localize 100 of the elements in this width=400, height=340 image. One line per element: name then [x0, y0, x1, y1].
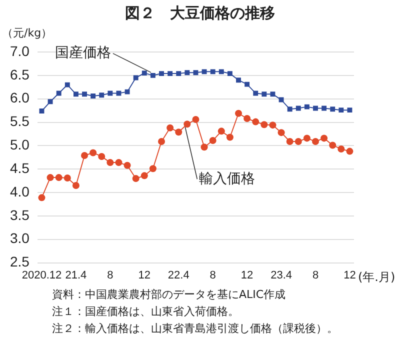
x-axis-title: (年.月): [358, 270, 396, 284]
point: [322, 106, 327, 111]
point: [90, 94, 96, 99]
x-tick-label: 8: [210, 269, 216, 282]
y-axis-title: （元/kg）: [2, 26, 52, 40]
point: [56, 90, 62, 96]
point: [346, 148, 354, 155]
y-tick-label: 3.5: [10, 206, 30, 223]
point: [227, 71, 232, 76]
point: [193, 70, 198, 76]
text: 資料：中国農業農村部のデータを基にALIC作成: [52, 287, 287, 303]
point: [55, 174, 62, 182]
point: [72, 182, 80, 190]
point: [303, 134, 310, 142]
point: [176, 71, 182, 76]
point: [106, 159, 114, 166]
point: [218, 128, 225, 135]
point: [226, 134, 234, 141]
y-tick-label: 5.0: [10, 136, 30, 153]
point: [73, 92, 78, 97]
x-tick-label: 22.4: [168, 269, 190, 282]
x-tick-label: 8: [107, 269, 114, 282]
point: [200, 144, 208, 151]
point: [168, 71, 173, 76]
point: [64, 82, 70, 88]
point: [99, 92, 104, 98]
x-tick-label: 2020.12: [22, 269, 62, 282]
point: [116, 90, 122, 96]
chart-title: 図２ 大豆価格の推移: [124, 4, 276, 23]
point: [262, 92, 267, 97]
point: [235, 110, 242, 117]
point: [244, 82, 250, 87]
x-tick-label: 23.4: [270, 269, 292, 282]
point: [210, 69, 216, 74]
point: [150, 72, 156, 78]
point: [108, 90, 113, 96]
y-tick-label: 4.0: [10, 183, 30, 200]
point: [166, 124, 174, 132]
point: [338, 108, 344, 113]
y-tick-label: 5.5: [10, 113, 30, 130]
point: [260, 121, 268, 128]
point: [218, 69, 224, 74]
point: [39, 108, 44, 114]
y-tick-label: 6.0: [10, 90, 30, 106]
point: [329, 142, 336, 149]
point: [115, 159, 122, 166]
point: [82, 92, 87, 97]
y-tick-label: 7.0: [10, 42, 30, 59]
point: [313, 106, 318, 111]
point: [312, 138, 319, 145]
point: [320, 134, 328, 142]
point: [286, 138, 294, 145]
y-tick-label: 2.5: [10, 254, 30, 270]
series-label: 国産価格: [54, 45, 111, 62]
point: [90, 149, 97, 156]
point: [149, 165, 156, 172]
point: [269, 122, 276, 129]
x-tick-label: 12: [240, 269, 254, 282]
text: 注１：国産価格は、山東省入荷価格。: [52, 304, 240, 320]
point: [270, 92, 276, 97]
point: [184, 70, 190, 76]
point: [132, 174, 140, 182]
point: [192, 116, 200, 123]
point: [124, 162, 131, 169]
point: [347, 108, 352, 113]
text: 注２：輸入価格は、山東省青島港引渡し価格（課税後）。: [52, 321, 338, 337]
point: [81, 152, 88, 160]
point: [296, 106, 301, 111]
point: [175, 128, 182, 136]
point: [236, 78, 241, 83]
point: [244, 115, 251, 122]
point: [202, 69, 207, 74]
point: [209, 137, 216, 144]
point: [338, 145, 345, 152]
point: [278, 129, 285, 136]
point: [38, 194, 46, 202]
y-tick-label: 3.0: [10, 230, 30, 246]
point: [294, 138, 302, 145]
series-label: 輸入価格: [199, 170, 256, 187]
point: [124, 89, 130, 94]
x-tick-label: 12: [344, 269, 356, 282]
point: [330, 106, 336, 112]
point: [278, 97, 284, 102]
point: [64, 174, 71, 182]
point: [142, 70, 147, 76]
x-tick-label: 8: [312, 269, 319, 282]
x-tick-label: 21.4: [65, 269, 87, 282]
point: [98, 152, 106, 160]
point: [287, 106, 292, 112]
point: [140, 172, 148, 180]
x-tick-label: 12: [138, 269, 151, 282]
point: [304, 104, 310, 110]
point: [48, 99, 53, 104]
point: [46, 174, 54, 182]
y-tick-label: 6.5: [10, 66, 30, 82]
point: [253, 90, 258, 96]
point: [133, 75, 138, 80]
point: [184, 120, 191, 128]
point: [159, 71, 164, 76]
point: [252, 118, 260, 126]
